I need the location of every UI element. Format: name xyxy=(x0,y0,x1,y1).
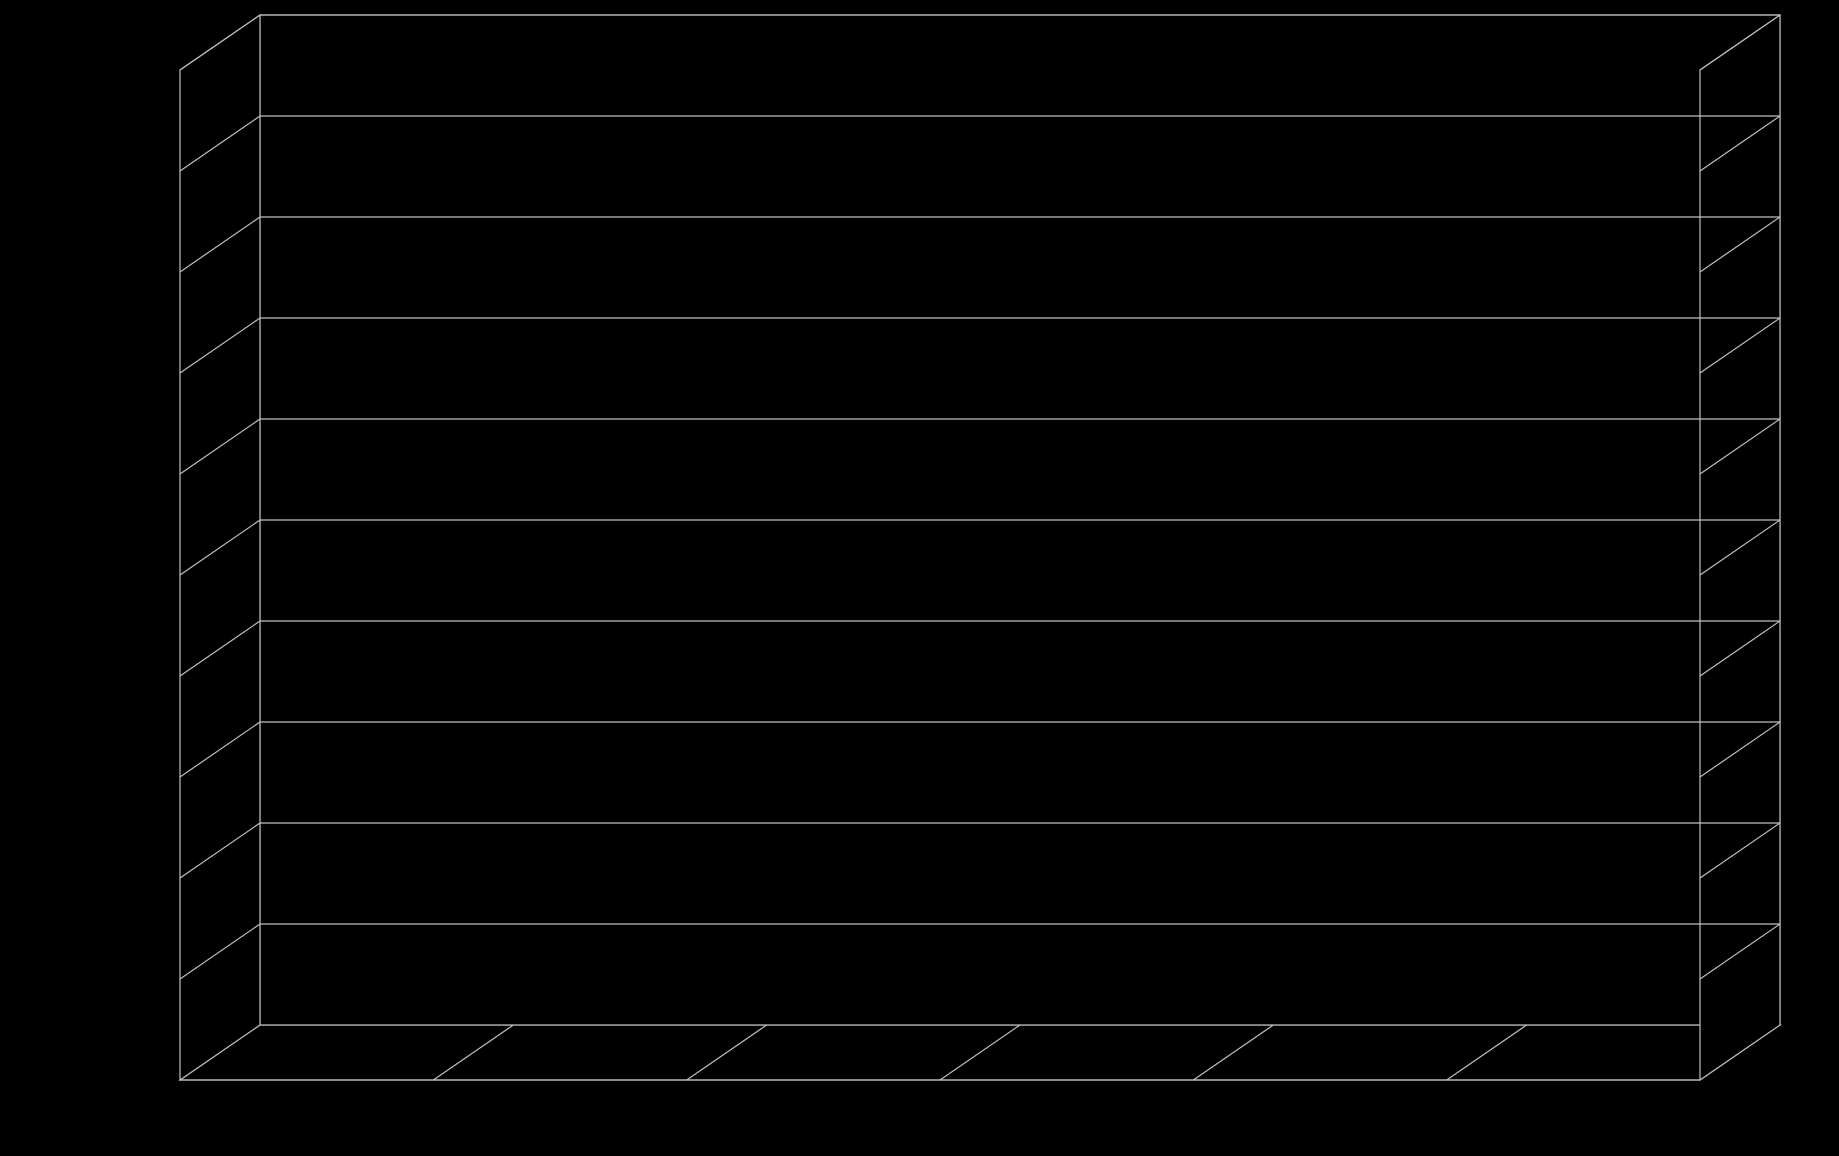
bar-chart-3d xyxy=(0,0,1839,1156)
